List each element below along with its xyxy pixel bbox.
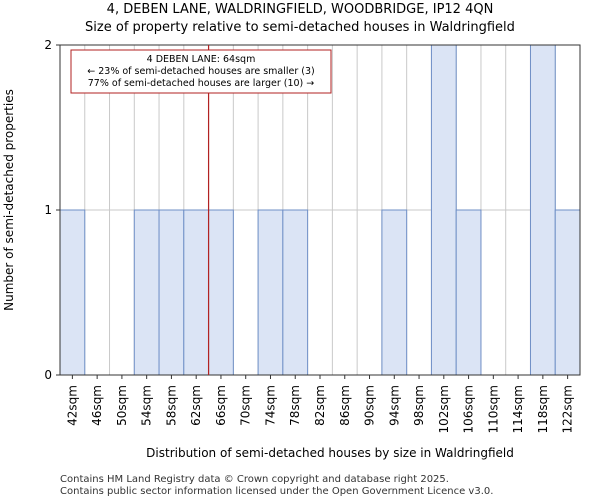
x-tick-label: 106sqm [462, 385, 476, 433]
x-tick-label: 86sqm [338, 385, 352, 426]
x-tick-label: 98sqm [412, 385, 426, 426]
y-tick-label: 1 [44, 203, 52, 217]
x-tick-label: 122sqm [561, 385, 575, 433]
bar [455, 209, 482, 376]
x-tick-label: 70sqm [239, 385, 253, 426]
x-tick-label: 62sqm [189, 385, 203, 426]
y-tick-label: 2 [44, 38, 52, 52]
x-tick-label: 110sqm [486, 385, 500, 433]
x-tick-label: 74sqm [263, 385, 277, 426]
x-tick-label: 54sqm [140, 385, 154, 426]
bar [183, 209, 210, 376]
annotation-line: ← 23% of semi-detached houses are smalle… [87, 66, 315, 77]
x-tick-label: 66sqm [214, 385, 228, 426]
x-tick-label: 90sqm [363, 385, 377, 426]
x-tick-label: 58sqm [164, 385, 178, 426]
chart: 0 1 2 42sqm 46sqm 50sqm 54sqm 58sqm 62sqm 66sqm 70… [2, 38, 581, 460]
x-tick-label: 50sqm [115, 385, 129, 426]
chart-title: 4, DEBEN LANE, WALDRINGFIELD, WOODBRIDGE… [106, 2, 494, 17]
bar [133, 209, 160, 376]
annotation-box [70, 49, 332, 94]
x-tick-label: 94sqm [387, 385, 401, 426]
x-axis-label: Distribution of semi-detached houses by … [146, 446, 514, 460]
footer-line-1: Contains HM Land Registry data © Crown c… [60, 474, 449, 485]
footer-line-2: Contains public sector information licen… [60, 486, 494, 497]
bar [529, 44, 556, 376]
chart-subtitle: Size of property relative to semi-detach… [85, 20, 515, 35]
y-tick-label: 0 [44, 368, 52, 382]
annotation-line: 4 DEBEN LANE: 64sqm [147, 54, 256, 65]
x-tick-label: 42sqm [65, 385, 79, 426]
x-tick-label: 82sqm [313, 385, 327, 426]
annotation-line: 77% of semi-detached houses are larger (… [88, 78, 315, 89]
bar [381, 209, 408, 376]
x-tick-label: 102sqm [437, 385, 451, 433]
bar [257, 209, 284, 376]
x-tick-label: 78sqm [288, 385, 302, 426]
bar [59, 209, 86, 376]
bar [430, 44, 457, 376]
x-tick-label: 114sqm [511, 385, 525, 433]
x-tick-label: 46sqm [90, 385, 104, 426]
bar [554, 209, 581, 376]
x-tick-label: 118sqm [536, 385, 550, 433]
bar [208, 209, 234, 376]
bar [282, 209, 309, 376]
y-axis-label: Number of semi-detached properties [2, 89, 16, 311]
bar [158, 209, 185, 376]
